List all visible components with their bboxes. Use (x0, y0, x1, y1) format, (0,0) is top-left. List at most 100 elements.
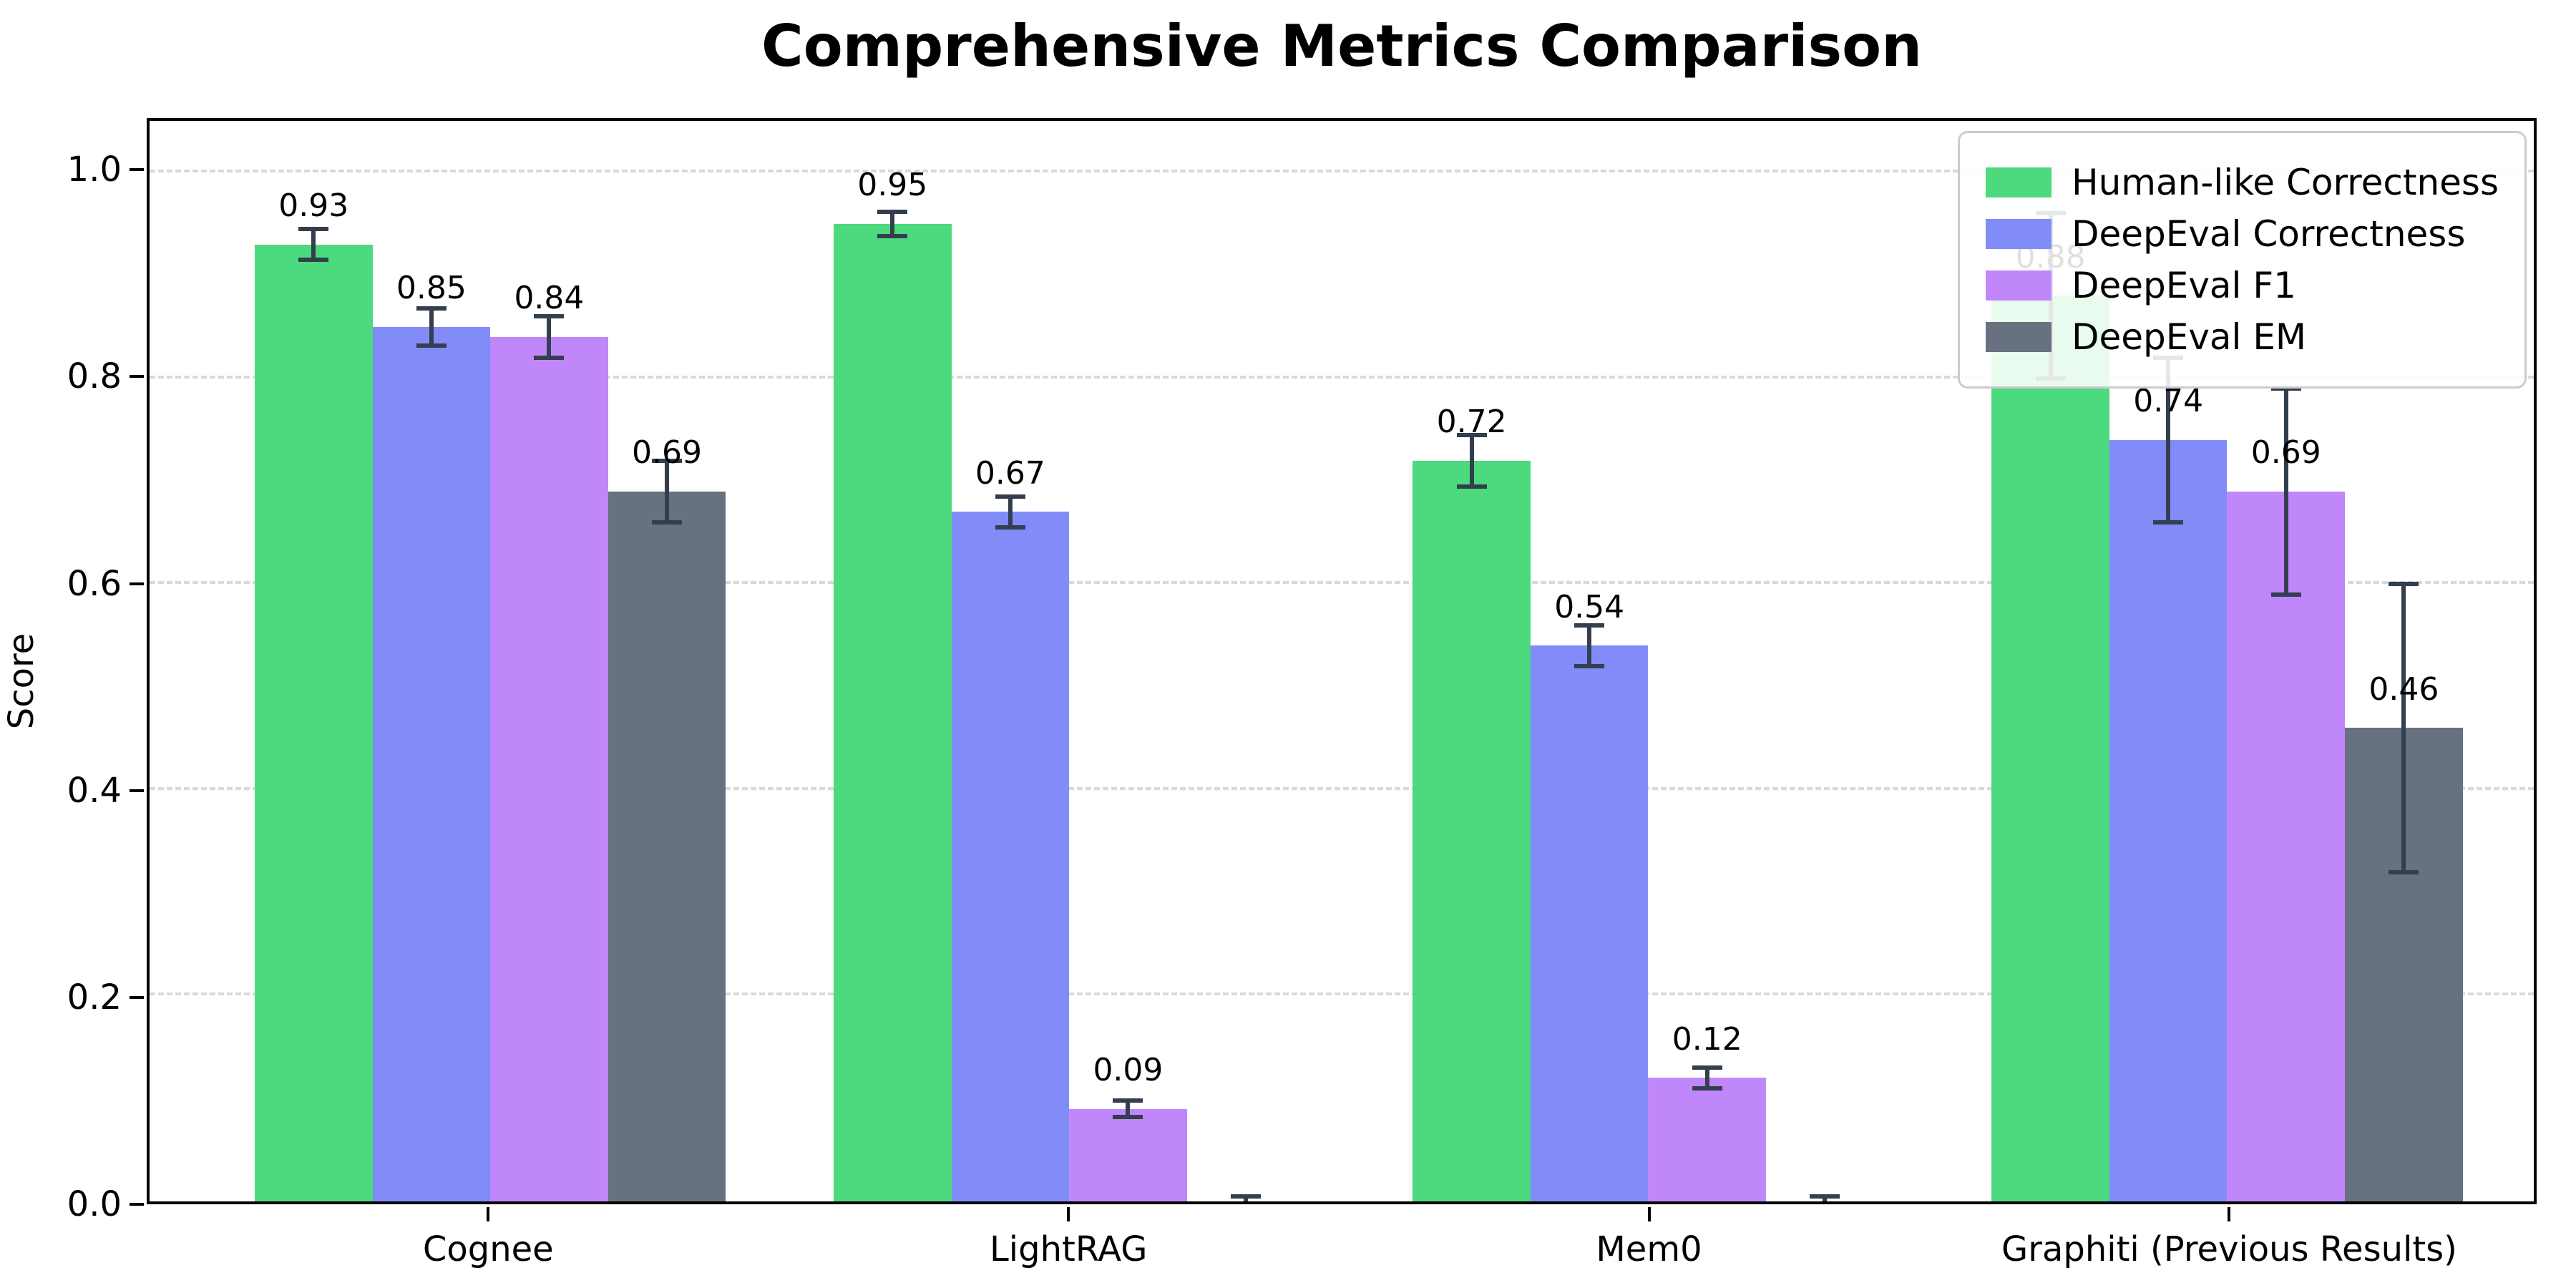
y-tick-mark (130, 168, 144, 172)
error-bar-cap (1456, 484, 1487, 489)
error-bar-cap (298, 258, 329, 263)
error-bar-cap (877, 234, 908, 239)
x-tick-label: LightRAG (990, 1229, 1148, 1269)
error-bar-cap (2389, 869, 2419, 874)
bar-value-label: 0.54 (1554, 588, 1625, 625)
bar (608, 491, 726, 1201)
bar-value-label: 0.72 (1436, 403, 1507, 440)
error-bar-cap (1113, 1098, 1143, 1103)
bar (833, 223, 952, 1201)
error-bar-cap (2153, 519, 2184, 525)
chart-title: Comprehensive Metrics Comparison (761, 13, 1923, 79)
bar (2227, 491, 2346, 1201)
x-tick-mark (2228, 1207, 2231, 1221)
legend-item: Human-like Correctness (1985, 162, 2499, 203)
error-bar-cap (995, 494, 1025, 499)
x-tick-mark (1647, 1207, 1651, 1221)
y-tick-label: 1.0 (67, 150, 122, 190)
error-bar (1069, 121, 1187, 1201)
y-tick-label: 0.4 (67, 770, 122, 811)
bar (1069, 1108, 1187, 1201)
error-bar-line (2401, 584, 2406, 872)
error-bar-line (1008, 496, 1013, 528)
bar-group: 0.95 0.67 0.09 (833, 121, 1304, 1201)
legend-item: DeepEval Correctness (1985, 213, 2499, 255)
error-bar-line (890, 211, 895, 237)
error-bar-line (1469, 434, 1474, 487)
bar (1648, 1078, 1767, 1201)
error-bar-line (2283, 388, 2288, 595)
error-bar-line (2166, 357, 2171, 522)
error-bar-line (311, 229, 316, 260)
error-bar (608, 121, 726, 1201)
error-bar-cap (1574, 664, 1605, 669)
bar (1413, 460, 1531, 1201)
bar-value-label: 0.85 (396, 269, 467, 306)
y-tick-mark (130, 789, 144, 792)
legend-item: DeepEval EM (1985, 316, 2499, 358)
x-tick-mark (1067, 1207, 1070, 1221)
bar-value-label: 0.93 (278, 187, 349, 224)
error-bar-cap (1574, 623, 1605, 628)
legend-label: DeepEval EM (2071, 316, 2307, 358)
x-tick-mark (487, 1207, 490, 1221)
x-tick-label: Mem0 (1596, 1229, 1702, 1269)
legend-swatch (1985, 322, 2051, 352)
error-bar-cap (416, 343, 447, 348)
bar-group: 0.72 0.54 0.12 (1413, 121, 1883, 1201)
error-bar-cap (416, 306, 447, 311)
y-tick-label: 0.8 (67, 356, 122, 397)
error-bar-cap (1456, 432, 1487, 437)
error-bar-line (1126, 1101, 1131, 1118)
error-bar-line (1244, 1196, 1249, 1201)
y-tick-mark (130, 375, 144, 379)
y-axis-label: Score (1, 633, 42, 730)
bar-value-label: 0.69 (632, 434, 702, 471)
bar-group: 0.93 0.85 0.84 0.69 (254, 121, 726, 1201)
error-bar-cap (995, 525, 1025, 530)
bar-value-label: 0.69 (2250, 434, 2321, 471)
bar (372, 326, 491, 1201)
error-bar-line (1823, 1196, 1828, 1201)
error-bar (952, 121, 1070, 1201)
error-bar (1531, 121, 1649, 1201)
error-bar-cap (652, 519, 683, 525)
bar-value-label: 0.74 (2133, 383, 2204, 420)
bar (2109, 439, 2228, 1201)
legend: Human-like Correctness DeepEval Correctne… (1957, 131, 2527, 389)
error-bar-cap (1810, 1194, 1840, 1199)
error-bar-cap (534, 314, 565, 319)
bar (490, 337, 608, 1201)
legend-label: Human-like Correctness (2071, 162, 2499, 203)
bar-value-label: 0.95 (857, 167, 928, 204)
error-bar-cap (1692, 1065, 1722, 1070)
gridline (150, 786, 2534, 790)
gridline (150, 992, 2534, 996)
y-tick-mark (130, 995, 144, 999)
legend-label: DeepEval Correctness (2071, 213, 2466, 255)
bar-value-label: 0.12 (1672, 1020, 1742, 1058)
error-bar-cap (652, 458, 683, 463)
bar-group: 0.880.740.690.46 (1991, 121, 2463, 1201)
error-bar-line (1587, 625, 1592, 667)
legend-swatch (1985, 167, 2051, 197)
bar (951, 512, 1070, 1201)
error-bar-line (665, 460, 670, 522)
y-tick-label: 0.0 (67, 1184, 122, 1224)
legend-swatch (1985, 270, 2051, 301)
error-bar (373, 121, 491, 1201)
bar-value-label: 0.46 (2368, 670, 2439, 708)
x-tick-label: Cognee (422, 1229, 554, 1269)
y-tick-label: 0.6 (67, 563, 122, 604)
error-bar (1413, 121, 1531, 1201)
bar (1991, 296, 2109, 1201)
bar-value-label: 0.84 (514, 280, 585, 317)
y-tick-mark (130, 582, 144, 585)
error-bar-cap (298, 227, 329, 231)
error-bar (834, 121, 952, 1201)
error-bar-cap (1692, 1085, 1722, 1091)
error-bar-line (547, 316, 552, 358)
legend-swatch (1985, 219, 2051, 249)
error-bar (1766, 121, 1884, 1201)
error-bar-line (429, 308, 434, 346)
